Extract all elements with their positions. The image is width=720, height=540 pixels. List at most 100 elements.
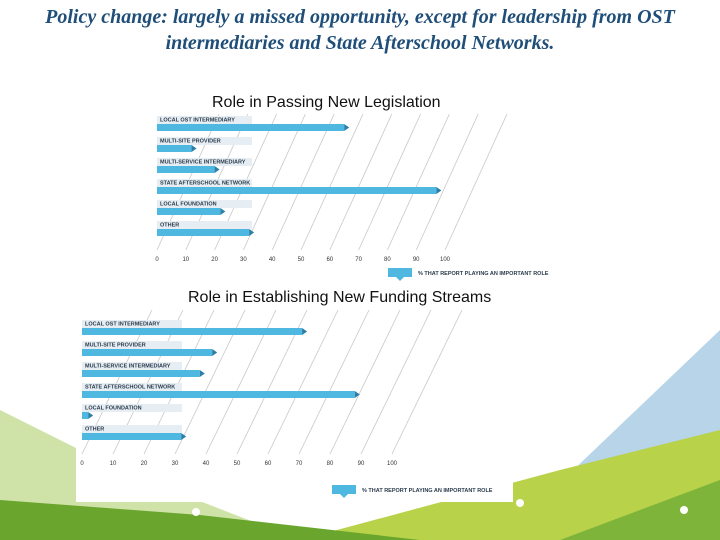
gridline [391, 309, 463, 455]
bg-shape-green [0, 500, 420, 540]
category-label: OTHER [160, 223, 179, 229]
legend-label: % THAT REPORT PLAYING AN IMPORTANT ROLE [418, 271, 549, 277]
bar [82, 433, 182, 440]
x-tick-label: 20 [211, 257, 218, 263]
bar [157, 145, 192, 152]
category-label-tab [82, 362, 182, 370]
legend-pointer [340, 494, 348, 498]
category-label-tab [82, 425, 182, 433]
chart-panel-funding: 0 10 20 30 40 50 60 70 80 90 100 LOCAL OST INTERMED… [76, 309, 513, 502]
category-label-tab [157, 200, 252, 208]
gridline [444, 113, 508, 251]
gridline [387, 113, 450, 251]
chart-title-legislation: Role in Passing New Legislation [212, 94, 441, 111]
x-tick-label: 40 [269, 257, 276, 263]
chart-title-funding: Role in Establishing New Funding Streams [188, 289, 492, 306]
gridline [329, 113, 393, 251]
x-tick-label: 30 [240, 257, 247, 263]
x-tick-label: 10 [182, 257, 189, 263]
x-tick-label: 30 [172, 461, 179, 467]
legend-pointer [396, 277, 404, 281]
legend-swatch [332, 485, 356, 494]
bar [82, 391, 355, 398]
x-tick-label: 80 [327, 461, 334, 467]
category-label: MULTI-SERVICE INTERMEDIARY [85, 364, 171, 370]
bar-end-cap [88, 412, 94, 419]
bar-end-cap [214, 166, 220, 173]
bar-end-cap [344, 124, 350, 131]
category-label-tab [82, 341, 182, 349]
x-tick-label: 70 [296, 461, 303, 467]
bar-end-cap [220, 208, 226, 215]
bar [82, 328, 303, 335]
x-tick-label: 0 [155, 257, 159, 263]
category-label: STATE AFTERSCHOOL NETWORK [160, 181, 250, 187]
category-label: STATE AFTERSCHOOL NETWORK [85, 385, 175, 391]
gridline [300, 113, 364, 251]
x-tick-label: 60 [265, 461, 272, 467]
category-label: MULTI-SITE PROVIDER [160, 139, 221, 145]
funding-bar-chart: 0 10 20 30 40 50 60 70 80 90 100 LOCAL OST INTERMED… [80, 309, 493, 498]
category-label: MULTI-SERVICE INTERMEDIARY [160, 160, 246, 166]
bar-end-cap [199, 370, 205, 377]
bar-end-cap [191, 145, 197, 152]
gridline [271, 113, 335, 251]
gridline [329, 309, 401, 455]
gridline [243, 113, 306, 251]
x-tick-label: 90 [413, 257, 420, 263]
legislation-bar-chart: 0 10 20 30 40 50 60 70 80 90 100 LOCAL OST INTERMED… [155, 113, 549, 281]
category-label-tab [82, 404, 182, 412]
gridline [267, 309, 339, 455]
x-tick-label: 40 [203, 461, 210, 467]
bar-end-cap [181, 433, 187, 440]
category-label-tab [82, 383, 182, 391]
gridline [358, 113, 421, 251]
category-label-tab [157, 179, 252, 187]
category-label: LOCAL FOUNDATION [160, 202, 217, 208]
category-label: LOCAL FOUNDATION [85, 406, 142, 412]
x-tick-label: 100 [387, 461, 398, 467]
bar [82, 349, 213, 356]
bar [157, 229, 250, 236]
category-label: OTHER [85, 427, 104, 433]
bar [157, 208, 221, 215]
chart-panel-legislation: 0 10 20 30 40 50 60 70 80 90 100 LOCAL OST INTERMED… [150, 113, 560, 284]
category-label: MULTI-SITE PROVIDER [85, 343, 146, 349]
x-tick-label: 0 [80, 461, 84, 467]
category-label: LOCAL OST INTERMEDIARY [85, 322, 160, 328]
x-tick-label: 50 [234, 461, 241, 467]
category-label-tab [157, 137, 252, 145]
bar-end-cap [436, 187, 442, 194]
bar-end-cap [249, 229, 255, 236]
bar [157, 124, 345, 131]
x-tick-label: 90 [358, 461, 365, 467]
category-label: LOCAL OST INTERMEDIARY [160, 118, 235, 124]
bar [157, 187, 437, 194]
category-label-tab [157, 221, 252, 229]
legend-label: % THAT REPORT PLAYING AN IMPORTANT ROLE [362, 488, 493, 494]
bar-end-cap [302, 328, 308, 335]
category-label-tab [157, 116, 252, 124]
legend-swatch [388, 268, 412, 277]
category-label-tab [82, 320, 182, 328]
gridline [298, 309, 370, 455]
slide-title: Policy change: largely a missed opportun… [45, 6, 675, 54]
bg-dot [516, 499, 524, 507]
bg-dot [192, 508, 200, 516]
x-tick-label: 20 [141, 461, 148, 467]
bar [157, 166, 215, 173]
bar-end-cap [354, 391, 360, 398]
gridline [415, 113, 479, 251]
bar [82, 412, 89, 419]
x-tick-label: 80 [384, 257, 391, 263]
x-tick-label: 50 [298, 257, 305, 263]
bar [82, 370, 200, 377]
x-tick-label: 60 [326, 257, 333, 263]
x-tick-label: 70 [355, 257, 362, 263]
category-label-tab [157, 158, 252, 166]
bar-end-cap [212, 349, 218, 356]
x-tick-label: 10 [110, 461, 117, 467]
bg-dot [680, 506, 688, 514]
gridline [360, 309, 432, 455]
x-tick-label: 100 [440, 257, 451, 263]
